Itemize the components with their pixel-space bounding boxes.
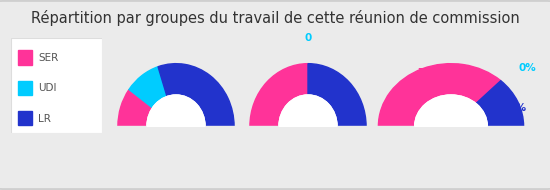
Text: 1: 1: [147, 75, 154, 85]
Wedge shape: [279, 95, 337, 126]
Wedge shape: [118, 89, 152, 126]
Text: 77%: 77%: [417, 68, 442, 78]
Text: SER: SER: [38, 53, 58, 63]
Circle shape: [279, 95, 337, 158]
Circle shape: [147, 95, 205, 158]
Circle shape: [415, 95, 487, 158]
Wedge shape: [129, 67, 167, 108]
Text: Interventions: Interventions: [277, 160, 339, 169]
Text: Présents: Présents: [156, 160, 196, 169]
Wedge shape: [158, 64, 234, 126]
Text: 0%: 0%: [519, 63, 536, 73]
Wedge shape: [147, 95, 205, 126]
Text: 1: 1: [343, 88, 350, 98]
Text: 3: 3: [206, 83, 213, 93]
Text: 0: 0: [304, 33, 312, 43]
Wedge shape: [415, 95, 487, 126]
Text: Répartition par groupes du travail de cette réunion de commission: Répartition par groupes du travail de ce…: [31, 10, 519, 25]
Text: Temps de parole
(mots prononcés): Temps de parole (mots prononcés): [409, 149, 493, 169]
Bar: [110, 126, 242, 180]
Bar: [242, 126, 374, 180]
Wedge shape: [378, 64, 500, 126]
Text: LR: LR: [38, 114, 51, 124]
Bar: [18, 81, 32, 95]
Wedge shape: [250, 64, 308, 126]
Text: 1: 1: [131, 98, 138, 108]
Bar: [368, 126, 534, 180]
Text: UDI: UDI: [38, 83, 57, 93]
FancyBboxPatch shape: [11, 38, 102, 133]
Wedge shape: [308, 64, 366, 126]
Bar: [18, 111, 32, 125]
Text: 1: 1: [266, 88, 273, 98]
Text: 27%: 27%: [502, 103, 527, 113]
Bar: [18, 50, 32, 65]
Wedge shape: [476, 81, 524, 126]
